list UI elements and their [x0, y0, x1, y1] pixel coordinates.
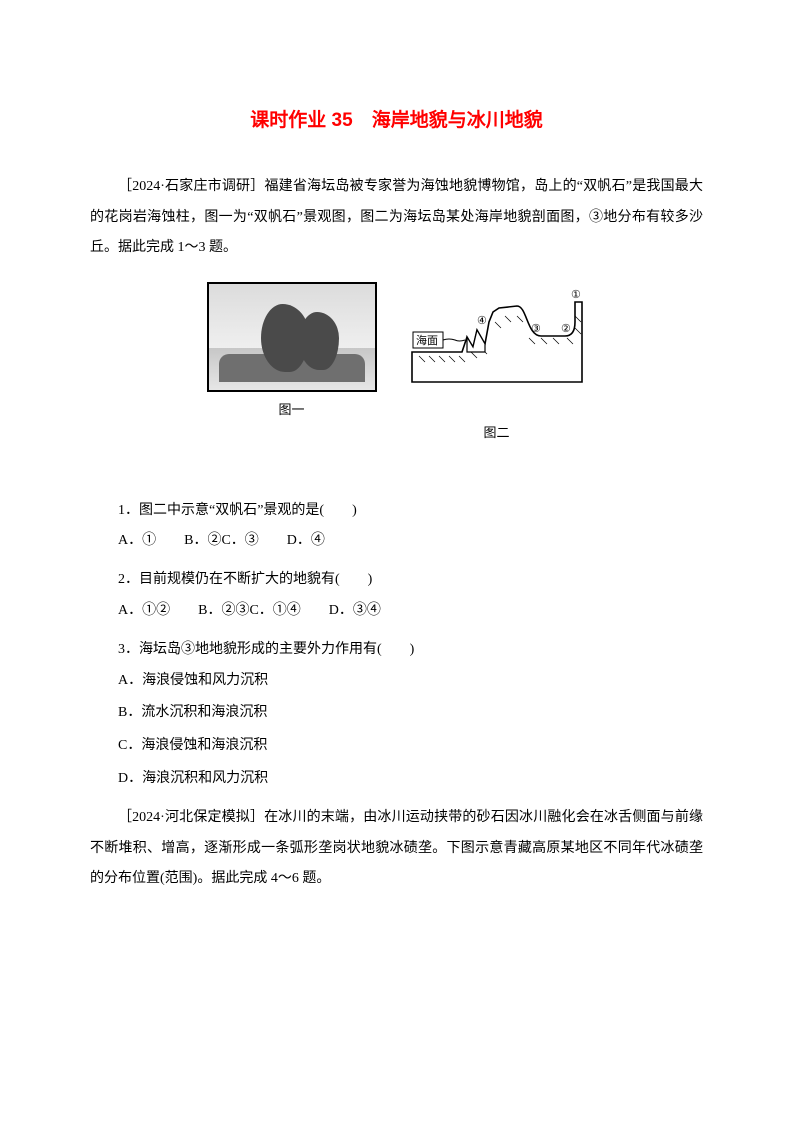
spacer — [90, 458, 703, 488]
figure-2-diagram: ① ② ③ ④ 海面 — [407, 282, 587, 402]
figure-2-caption: 图二 — [407, 419, 587, 448]
figure-1-image — [207, 282, 377, 392]
label-sea: 海面 — [416, 333, 438, 347]
passage2-intro: ［2024·河北保定模拟］在冰川的末端，由冰川运动挟带的砂石因冰川融化会在冰舌侧… — [90, 803, 703, 895]
q2-options: A．①② B．②③C．①④ D．③④ — [90, 596, 703, 627]
figure-row: 图一 — [90, 282, 703, 447]
figure-1: 图一 — [207, 282, 377, 425]
figure-2: ① ② ③ ④ 海面 图二 — [407, 282, 587, 447]
q3-stem: 3．海坛岛③地地貌形成的主要外力作用有( ) — [90, 635, 703, 666]
photo-rock-right — [299, 312, 339, 370]
q2-stem: 2．目前规模仍在不断扩大的地貌有( ) — [90, 565, 703, 596]
q3-option-c: C．海浪侵蚀和海浪沉积 — [90, 731, 703, 762]
q3-option-d: D．海浪沉积和风力沉积 — [90, 764, 703, 795]
label-1: ① — [571, 289, 581, 301]
q1-options: A．① B．②C．③ D．④ — [90, 526, 703, 557]
passage1-intro: ［2024·石家庄市调研］福建省海坛岛被专家誉为海蚀地貌博物馆，岛上的“双帆石”… — [90, 172, 703, 264]
q3-option-b: B．流水沉积和海浪沉积 — [90, 698, 703, 729]
label-2: ② — [561, 323, 571, 335]
figure-1-caption: 图一 — [207, 396, 377, 425]
page-title: 课时作业 35 海岸地貌与冰川地貌 — [90, 100, 703, 142]
label-3: ③ — [531, 323, 541, 335]
q3-option-a: A．海浪侵蚀和风力沉积 — [90, 666, 703, 697]
label-4: ④ — [477, 315, 487, 327]
q1-stem: 1．图二中示意“双帆石”景观的是( ) — [90, 496, 703, 527]
